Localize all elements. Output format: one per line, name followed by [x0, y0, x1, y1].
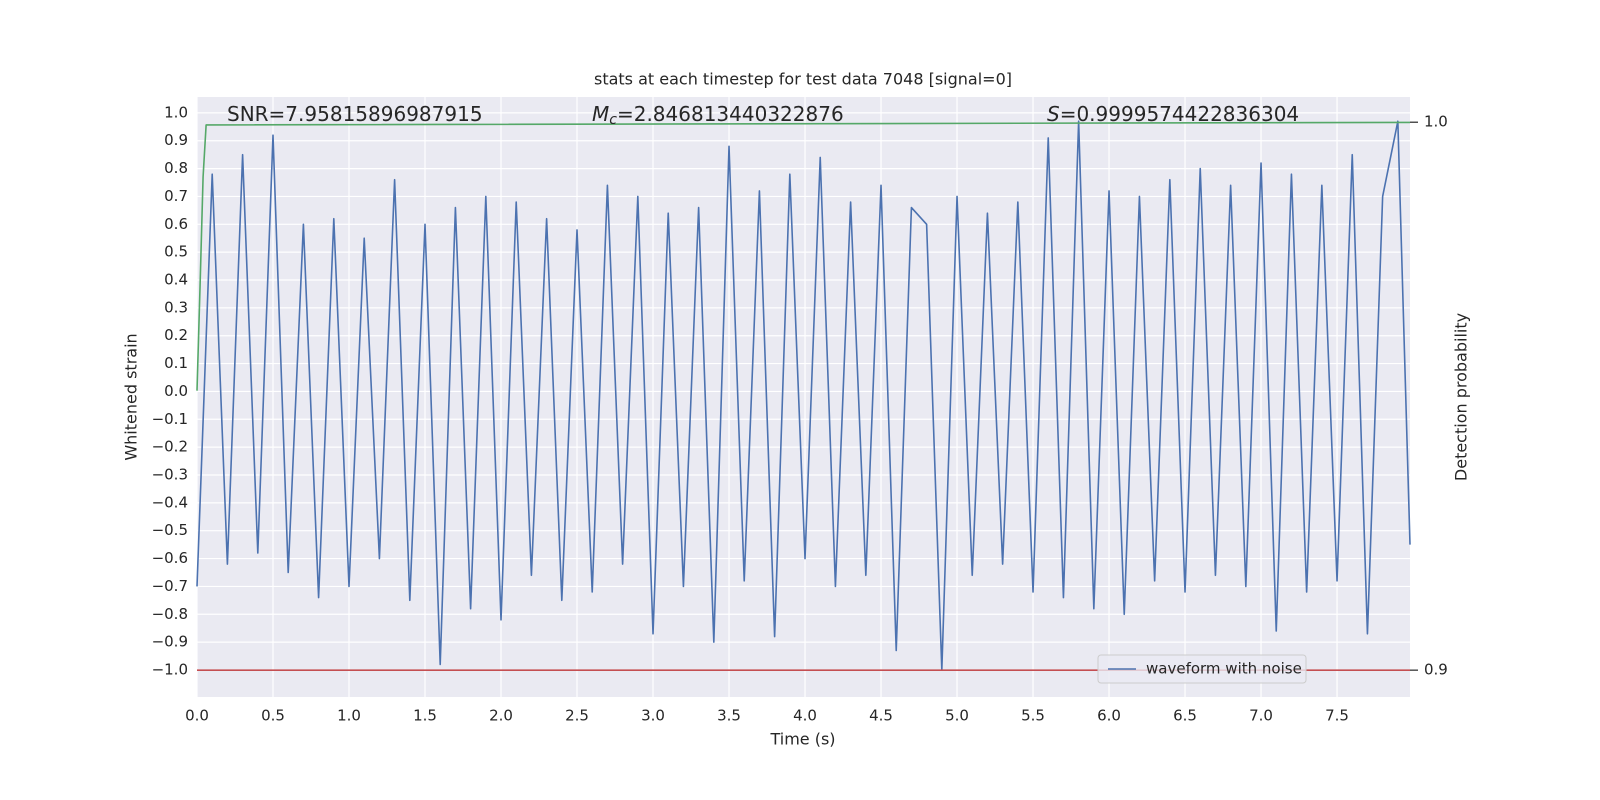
- y-tick-label: −0.5: [152, 521, 188, 539]
- x-tick-label: 6.0: [1097, 707, 1121, 725]
- y-tick-label: 0.9: [164, 131, 188, 149]
- y-tick-label: 1.0: [164, 103, 188, 121]
- x-tick-label: 1.5: [413, 707, 437, 725]
- x-tick-label: 7.5: [1325, 707, 1349, 725]
- y-tick-label: 0.3: [164, 298, 188, 316]
- y-tick-label: −0.4: [152, 493, 188, 511]
- x-axis-label: Time (s): [769, 730, 835, 749]
- annotation: Mc=2.846813440322876: [592, 102, 844, 129]
- annotation-part: =0.9999574422836304: [1060, 102, 1299, 126]
- y2-tick-label: 1.0: [1424, 113, 1448, 131]
- series-line: [196, 120, 1411, 671]
- annotation-part: M: [592, 102, 609, 126]
- y-tick-label: 0.6: [164, 215, 188, 233]
- chart-title: stats at each timestep for test data 704…: [594, 70, 1012, 89]
- y-tick-label: 0.2: [164, 326, 188, 344]
- x-tick-label: 5.0: [945, 707, 969, 725]
- y-tick-label: 0.8: [164, 159, 188, 177]
- y-tick-label: −0.1: [152, 410, 188, 428]
- x-tick-label: 3.5: [717, 707, 741, 725]
- y-tick-label: −0.6: [152, 549, 188, 567]
- y-axis-label: Whitened strain: [122, 333, 141, 460]
- y-tick-label: 0.4: [164, 271, 188, 289]
- annotation: S=0.9999574422836304: [1047, 102, 1299, 126]
- y2-tick-label: 0.9: [1424, 661, 1448, 679]
- x-tick-label: 4.0: [793, 707, 817, 725]
- y-tick-label: −0.2: [152, 438, 188, 456]
- y-tick-label: 0.5: [164, 243, 188, 261]
- x-tick-label: 7.0: [1249, 707, 1273, 725]
- legend-box: [1097, 654, 1307, 684]
- x-tick-label: 4.5: [869, 707, 893, 725]
- x-tick-label: 3.0: [641, 707, 665, 725]
- annotation: SNR=7.95815896987915: [227, 102, 483, 126]
- series-line: [196, 121, 1411, 391]
- y-tick-label: −1.0: [152, 660, 188, 678]
- x-tick-label: 2.0: [489, 707, 513, 725]
- y-tick-label: 0.0: [164, 382, 188, 400]
- x-tick-label: 5.5: [1021, 707, 1045, 725]
- x-tick-label: 0.5: [261, 707, 285, 725]
- x-tick-label: 0.0: [185, 707, 209, 725]
- annotation-part: S: [1047, 102, 1060, 126]
- y-tick-label: −0.8: [152, 605, 188, 623]
- legend-label: waveform with noise: [1146, 660, 1302, 678]
- x-tick-label: 1.0: [337, 707, 361, 725]
- annotation-part: c: [609, 112, 617, 128]
- x-tick-label: 6.5: [1173, 707, 1197, 725]
- y2-axis-label: Detection probability: [1452, 313, 1471, 481]
- y-tick-label: −0.3: [152, 465, 188, 483]
- annotation-part: =2.846813440322876: [617, 102, 844, 126]
- y-tick-label: −0.7: [152, 577, 188, 595]
- x-tick-label: 2.5: [565, 707, 589, 725]
- y-tick-label: 0.7: [164, 187, 188, 205]
- y-tick-label: −0.9: [152, 633, 188, 651]
- annotation-part: SNR=7.95815896987915: [227, 102, 483, 126]
- plot-area: [197, 97, 1410, 697]
- y-tick-label: 0.1: [164, 354, 188, 372]
